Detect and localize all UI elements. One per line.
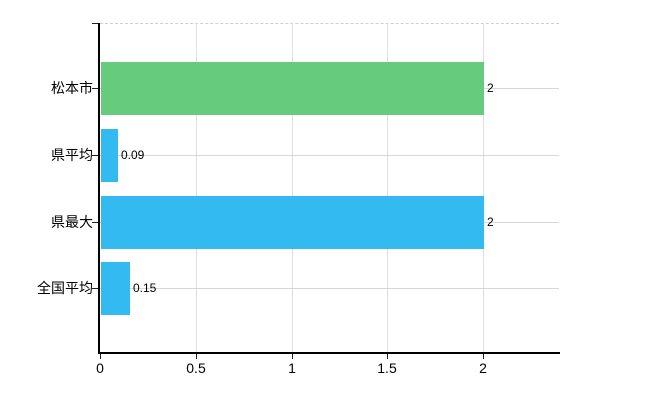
x-axis-tick — [483, 354, 484, 359]
x-axis-tick — [387, 354, 388, 359]
x-axis-tick — [196, 354, 197, 359]
horizontal-gridline — [100, 155, 559, 156]
vertical-gridline — [196, 23, 197, 352]
category-label: 県最大 — [51, 214, 93, 230]
x-tick-label: 1 — [288, 360, 296, 376]
bar — [101, 262, 130, 315]
vertical-gridline — [292, 23, 293, 352]
x-tick-label: 0 — [96, 360, 104, 376]
vertical-gridline — [387, 23, 388, 352]
category-label: 全国平均 — [37, 280, 93, 296]
y-axis-tick — [92, 23, 98, 24]
plot-top-border — [100, 23, 559, 24]
x-tick-label: 2 — [479, 360, 487, 376]
bar — [101, 129, 118, 182]
x-tick-label: 0.5 — [186, 360, 206, 376]
y-axis-tick — [92, 288, 98, 289]
y-axis-tick — [92, 155, 98, 156]
x-axis — [98, 352, 560, 354]
category-label: 松本市 — [51, 80, 93, 96]
value-label: 0.15 — [133, 281, 157, 295]
value-label: 2 — [487, 81, 494, 95]
value-label: 0.09 — [121, 148, 145, 162]
y-axis-tick — [92, 222, 98, 223]
x-axis-tick — [292, 354, 293, 359]
y-axis — [98, 23, 100, 353]
horizontal-gridline — [100, 288, 559, 289]
bar — [101, 62, 484, 115]
category-label: 県平均 — [51, 147, 93, 163]
y-axis-tick — [92, 88, 98, 89]
vertical-gridline — [483, 23, 484, 352]
value-label: 2 — [487, 215, 494, 229]
bar — [101, 196, 484, 249]
x-axis-tick — [100, 354, 101, 359]
x-tick-label: 1.5 — [377, 360, 397, 376]
